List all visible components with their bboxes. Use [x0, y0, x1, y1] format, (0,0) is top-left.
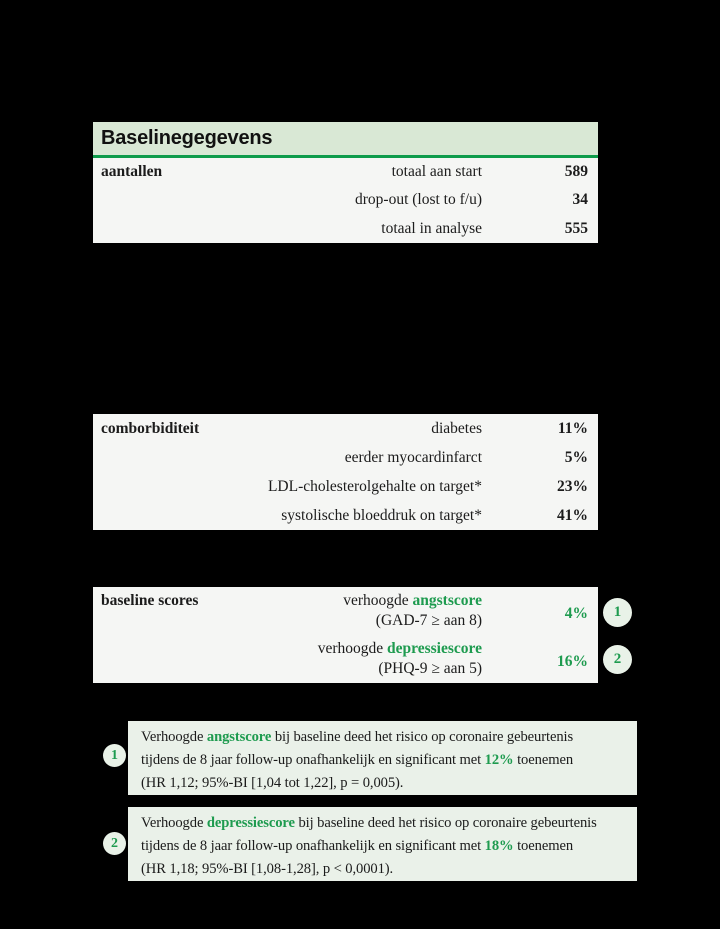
- row-value: 16%: [557, 653, 588, 670]
- row-label: verhoogde angstscore (GAD-7 ≥ aan 8): [343, 592, 482, 629]
- table-block-baseline-scores: baseline scores verhoogde angstscore (GA…: [93, 587, 598, 683]
- reference-badge-2: 2: [603, 645, 632, 674]
- highlight-term: depressiescore: [387, 640, 482, 657]
- note-box-1: Verhoogde angstscore bij baseline deed h…: [128, 721, 637, 795]
- row-label: verhoogde depressiescore (PHQ-9 ≥ aan 5): [317, 640, 482, 677]
- section-label: aantallen: [101, 163, 163, 181]
- table-row: baseline scores verhoogde angstscore (GA…: [93, 587, 598, 635]
- row-value: 23%: [557, 477, 588, 495]
- row-label: totaal in analyse: [381, 219, 482, 237]
- highlight-term: depressiescore: [206, 815, 295, 831]
- row-value: 11%: [557, 419, 588, 437]
- reference-badge-1: 1: [603, 598, 632, 627]
- row-value: 589: [564, 163, 588, 181]
- highlight-value: 12%: [484, 752, 514, 768]
- highlight-value: 18%: [484, 838, 514, 854]
- table-row: drop-out (lost to f/u) 34: [93, 186, 598, 214]
- row-value: 4%: [564, 605, 588, 622]
- table-title-band: Baselinegegevens: [93, 122, 598, 158]
- table-row: LDL-cholesterolgehalte on target* 23%: [93, 472, 598, 501]
- table-block-comorbiditeit: comborbiditeit diabetes 11% eerder myoca…: [93, 414, 598, 530]
- row-value: 555: [564, 219, 588, 237]
- table-row: eerder myocardinfarct 5%: [93, 443, 598, 472]
- table-row: verhoogde depressiescore (PHQ-9 ≥ aan 5)…: [93, 635, 598, 683]
- table-block-aantallen: Baselinegegevens aantallen totaal aan st…: [93, 122, 598, 243]
- note-badge-2: 2: [103, 832, 126, 855]
- row-sublabel: (PHQ-9 ≥ aan 5): [378, 660, 482, 677]
- note-box-2: Verhoogde depressiescore bij baseline de…: [128, 807, 637, 881]
- row-sublabel: (GAD-7 ≥ aan 8): [375, 612, 482, 629]
- aantallen-rows: aantallen totaal aan start 589 drop-out …: [93, 158, 598, 243]
- section-label: baseline scores: [101, 592, 199, 609]
- row-label: LDL-cholesterolgehalte on target*: [267, 477, 482, 495]
- note-statistics: (HR 1,12; 95%-BI [1,04 tot 1,22], p = 0,…: [141, 775, 404, 791]
- row-value: 41%: [557, 506, 588, 524]
- row-label: systolische bloeddruk on target*: [281, 506, 482, 524]
- row-label: totaal aan start: [391, 163, 482, 181]
- table-title: Baselinegegevens: [101, 127, 273, 149]
- table-row: aantallen totaal aan start 589: [93, 158, 598, 186]
- row-label: drop-out (lost to f/u): [355, 191, 482, 209]
- table-row: totaal in analyse 555: [93, 215, 598, 243]
- row-value: 5%: [564, 448, 588, 466]
- table-row: comborbiditeit diabetes 11%: [93, 414, 598, 443]
- row-label: eerder myocardinfarct: [344, 448, 482, 466]
- highlight-term: angstscore: [412, 592, 482, 609]
- section-label: comborbiditeit: [101, 419, 200, 437]
- highlight-term: angstscore: [206, 729, 272, 745]
- table-row: systolische bloeddruk on target* 41%: [93, 501, 598, 530]
- row-label: diabetes: [431, 419, 482, 437]
- row-value: 34: [572, 191, 589, 209]
- note-badge-1: 1: [103, 744, 126, 767]
- note-statistics: (HR 1,18; 95%-BI [1,08-1,28], p < 0,0001…: [141, 861, 394, 877]
